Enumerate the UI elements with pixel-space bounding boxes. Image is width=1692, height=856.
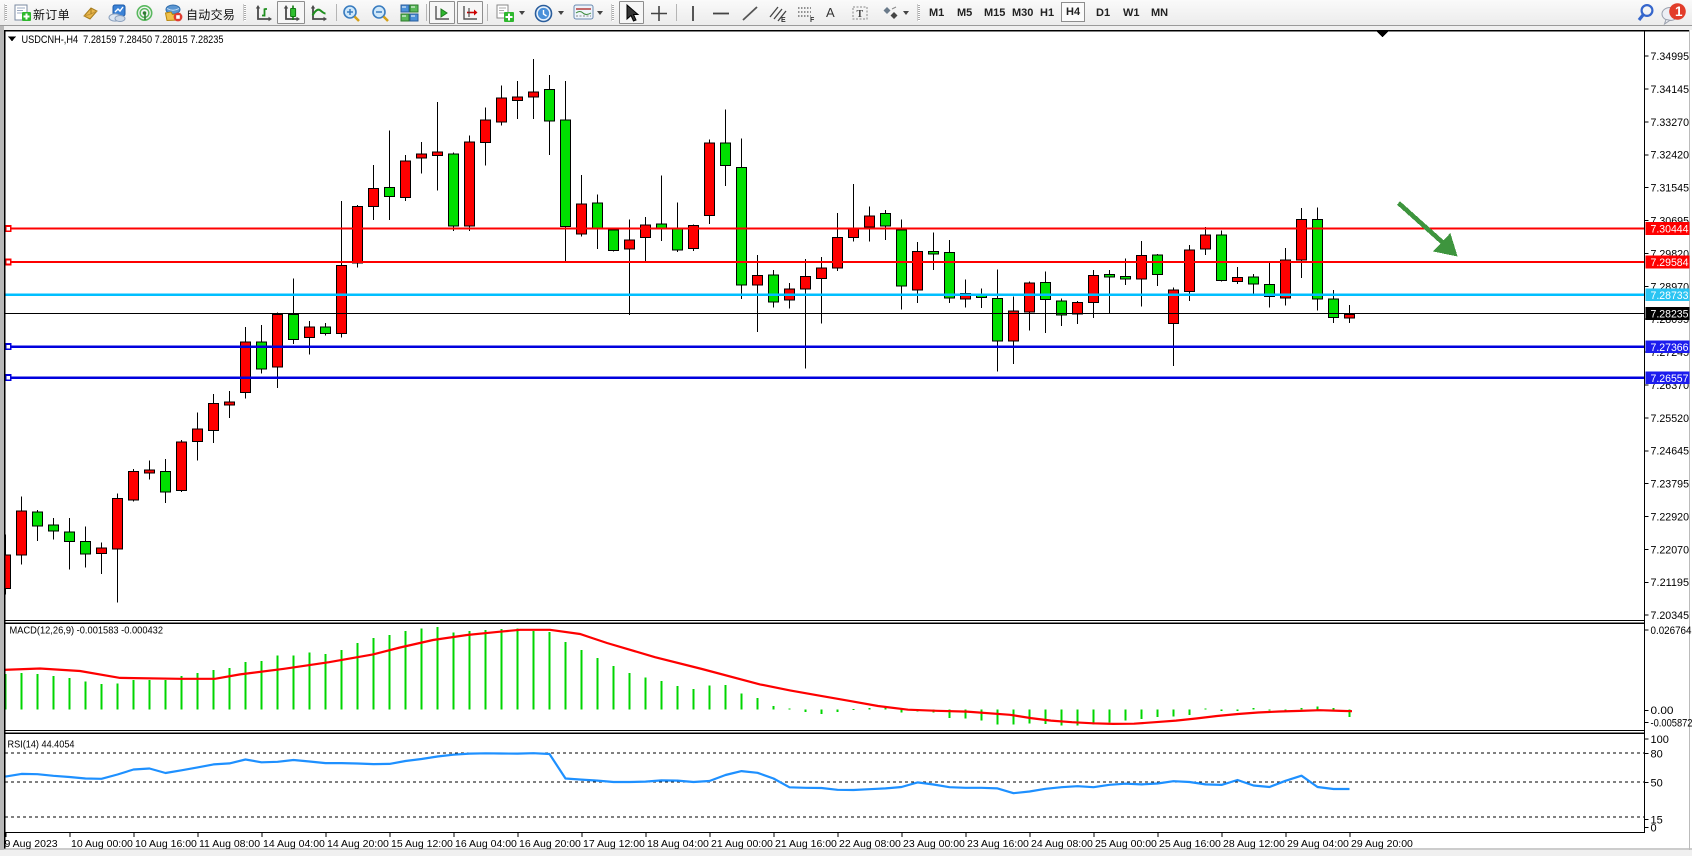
svg-text:1: 1 — [1675, 4, 1683, 19]
svg-text:18 Aug 04:00: 18 Aug 04:00 — [647, 838, 709, 850]
svg-text:14 Aug 20:00: 14 Aug 20:00 — [327, 838, 389, 850]
svg-text:15 Aug 12:00: 15 Aug 12:00 — [391, 838, 453, 850]
svg-text:0.00: 0.00 — [1651, 705, 1674, 717]
svg-text:7.20345: 7.20345 — [1651, 610, 1690, 622]
svg-text:80: 80 — [1651, 748, 1663, 760]
svg-text:T: T — [857, 9, 864, 20]
svg-text:7.25520: 7.25520 — [1651, 413, 1690, 425]
svg-text:28 Aug 12:00: 28 Aug 12:00 — [1223, 838, 1285, 850]
svg-text:16 Aug 04:00: 16 Aug 04:00 — [455, 838, 517, 850]
svg-text:7.28733: 7.28733 — [1651, 290, 1689, 302]
svg-text:25 Aug 00:00: 25 Aug 00:00 — [1095, 838, 1157, 850]
svg-text:21 Aug 00:00: 21 Aug 00:00 — [711, 838, 773, 850]
svg-text:14 Aug 04:00: 14 Aug 04:00 — [263, 838, 325, 850]
svg-text:7.33270: 7.33270 — [1651, 117, 1690, 129]
svg-text:9 Aug 2023: 9 Aug 2023 — [5, 838, 58, 850]
svg-text:7.24645: 7.24645 — [1651, 446, 1690, 458]
svg-text:MACD(12,26,9) -0.001583 -0.000: MACD(12,26,9) -0.001583 -0.000432 — [10, 625, 164, 637]
svg-text:29 Aug 04:00: 29 Aug 04:00 — [1287, 838, 1349, 850]
svg-text:RSI(14) 44.4054: RSI(14) 44.4054 — [8, 739, 75, 751]
svg-text:7.22070: 7.22070 — [1651, 544, 1690, 556]
svg-text:11 Aug 08:00: 11 Aug 08:00 — [199, 838, 260, 850]
svg-text:USDCNH-,H4 7.28159 7.28450 7.: USDCNH-,H4 7.28159 7.28450 7.28015 7.282… — [22, 34, 224, 46]
svg-text:7.23795: 7.23795 — [1651, 479, 1690, 491]
svg-text:23 Aug 16:00: 23 Aug 16:00 — [967, 838, 1029, 850]
svg-text:7.34995: 7.34995 — [1651, 51, 1690, 63]
svg-text:17 Aug 12:00: 17 Aug 12:00 — [583, 838, 645, 850]
svg-text:7.28235: 7.28235 — [1651, 309, 1689, 321]
svg-text:100: 100 — [1651, 734, 1669, 746]
svg-text:23 Aug 00:00: 23 Aug 00:00 — [903, 838, 965, 850]
svg-text:7.34145: 7.34145 — [1651, 84, 1690, 96]
svg-text:15: 15 — [1651, 814, 1663, 826]
svg-text:25 Aug 16:00: 25 Aug 16:00 — [1159, 838, 1221, 850]
svg-text:7.31545: 7.31545 — [1651, 183, 1690, 195]
svg-text:7.21195: 7.21195 — [1651, 577, 1690, 589]
svg-text:7.26557: 7.26557 — [1651, 373, 1689, 385]
svg-text:F: F — [810, 17, 815, 23]
svg-text:10 Aug 16:00: 10 Aug 16:00 — [135, 838, 197, 850]
svg-text:-0.005872: -0.005872 — [1651, 717, 1692, 729]
svg-text:22 Aug 08:00: 22 Aug 08:00 — [839, 838, 901, 850]
svg-text:16 Aug 20:00: 16 Aug 20:00 — [519, 838, 581, 850]
svg-text:21 Aug 16:00: 21 Aug 16:00 — [775, 838, 837, 850]
svg-text:E: E — [781, 17, 786, 23]
svg-text:7.27366: 7.27366 — [1651, 342, 1689, 354]
svg-text:29 Aug 20:00: 29 Aug 20:00 — [1351, 838, 1413, 850]
svg-text:7.29584: 7.29584 — [1651, 257, 1689, 269]
svg-text:7.32420: 7.32420 — [1651, 150, 1690, 162]
svg-text:0: 0 — [1651, 822, 1657, 834]
svg-text:50: 50 — [1651, 777, 1663, 789]
svg-text:10 Aug 00:00: 10 Aug 00:00 — [71, 838, 133, 850]
svg-text:7.22920: 7.22920 — [1651, 511, 1690, 523]
svg-text:0.026764: 0.026764 — [1651, 625, 1692, 637]
svg-text:24 Aug 08:00: 24 Aug 08:00 — [1031, 838, 1093, 850]
svg-text:7.30444: 7.30444 — [1651, 224, 1689, 236]
